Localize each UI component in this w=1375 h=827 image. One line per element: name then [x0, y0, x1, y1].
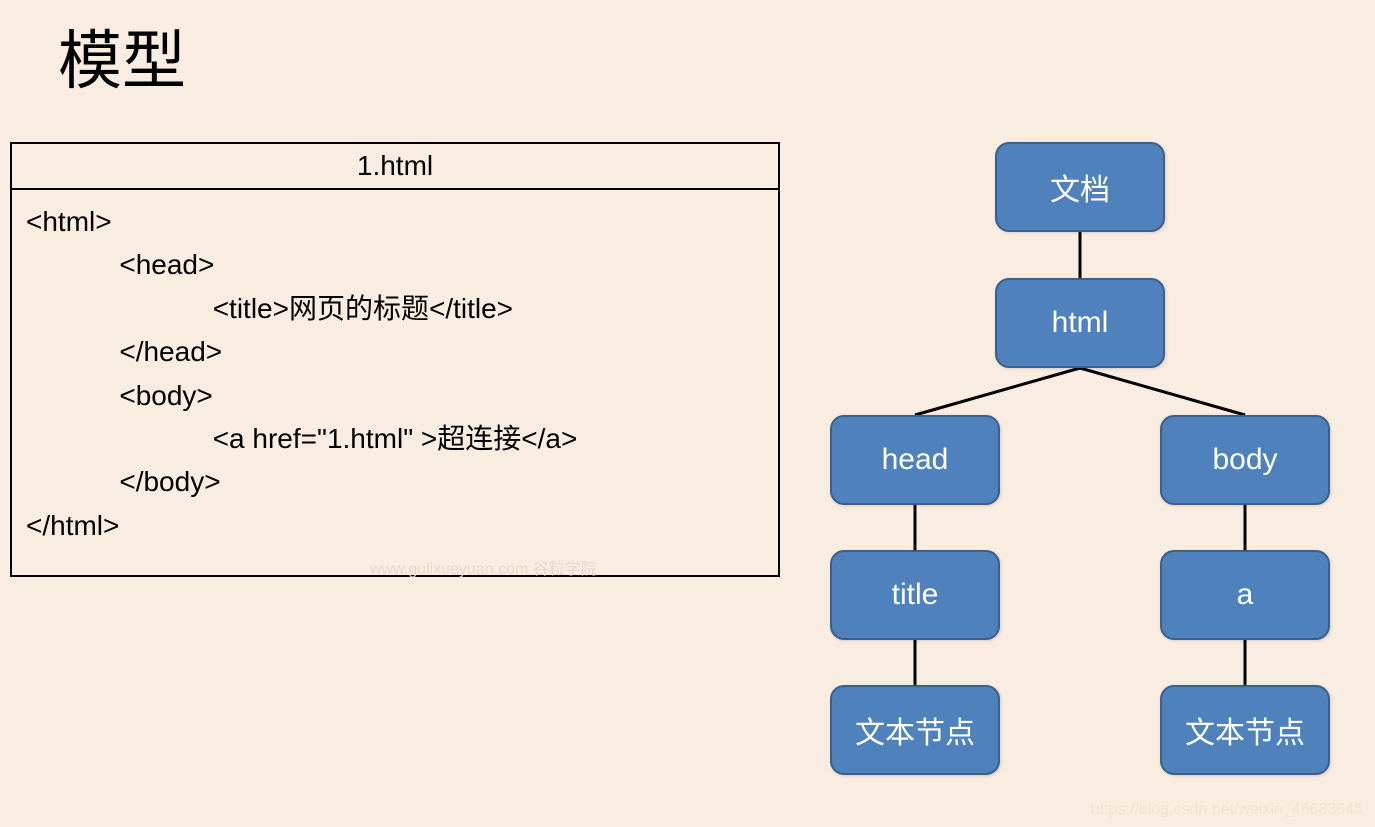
- tree-edge: [1080, 368, 1245, 415]
- watermark-mid: www.gulixueyuan.com 谷粒学院: [370, 555, 597, 579]
- code-panel-title: 1.html: [12, 144, 778, 190]
- tree-node-html: html: [995, 278, 1165, 368]
- tree-node-title: title: [830, 550, 1000, 640]
- tree-node-head: head: [830, 415, 1000, 505]
- code-panel: 1.html <html> <head> <title>网页的标题</title…: [10, 142, 780, 577]
- code-panel-body: <html> <head> <title>网页的标题</title> </hea…: [12, 190, 778, 575]
- tree-node-txt1: 文本节点: [830, 685, 1000, 775]
- tree-node-a: a: [1160, 550, 1330, 640]
- tree-node-doc: 文档: [995, 142, 1165, 232]
- tree-diagram: 文档 html head body title a 文本节点 文本节点: [800, 140, 1360, 800]
- tree-edge: [915, 368, 1080, 415]
- page-title: 模型: [58, 10, 186, 102]
- tree-node-txt2: 文本节点: [1160, 685, 1330, 775]
- tree-node-body: body: [1160, 415, 1330, 505]
- watermark-bottom-right: https://blog.csdn.net/weixin_46683645: [1091, 801, 1363, 819]
